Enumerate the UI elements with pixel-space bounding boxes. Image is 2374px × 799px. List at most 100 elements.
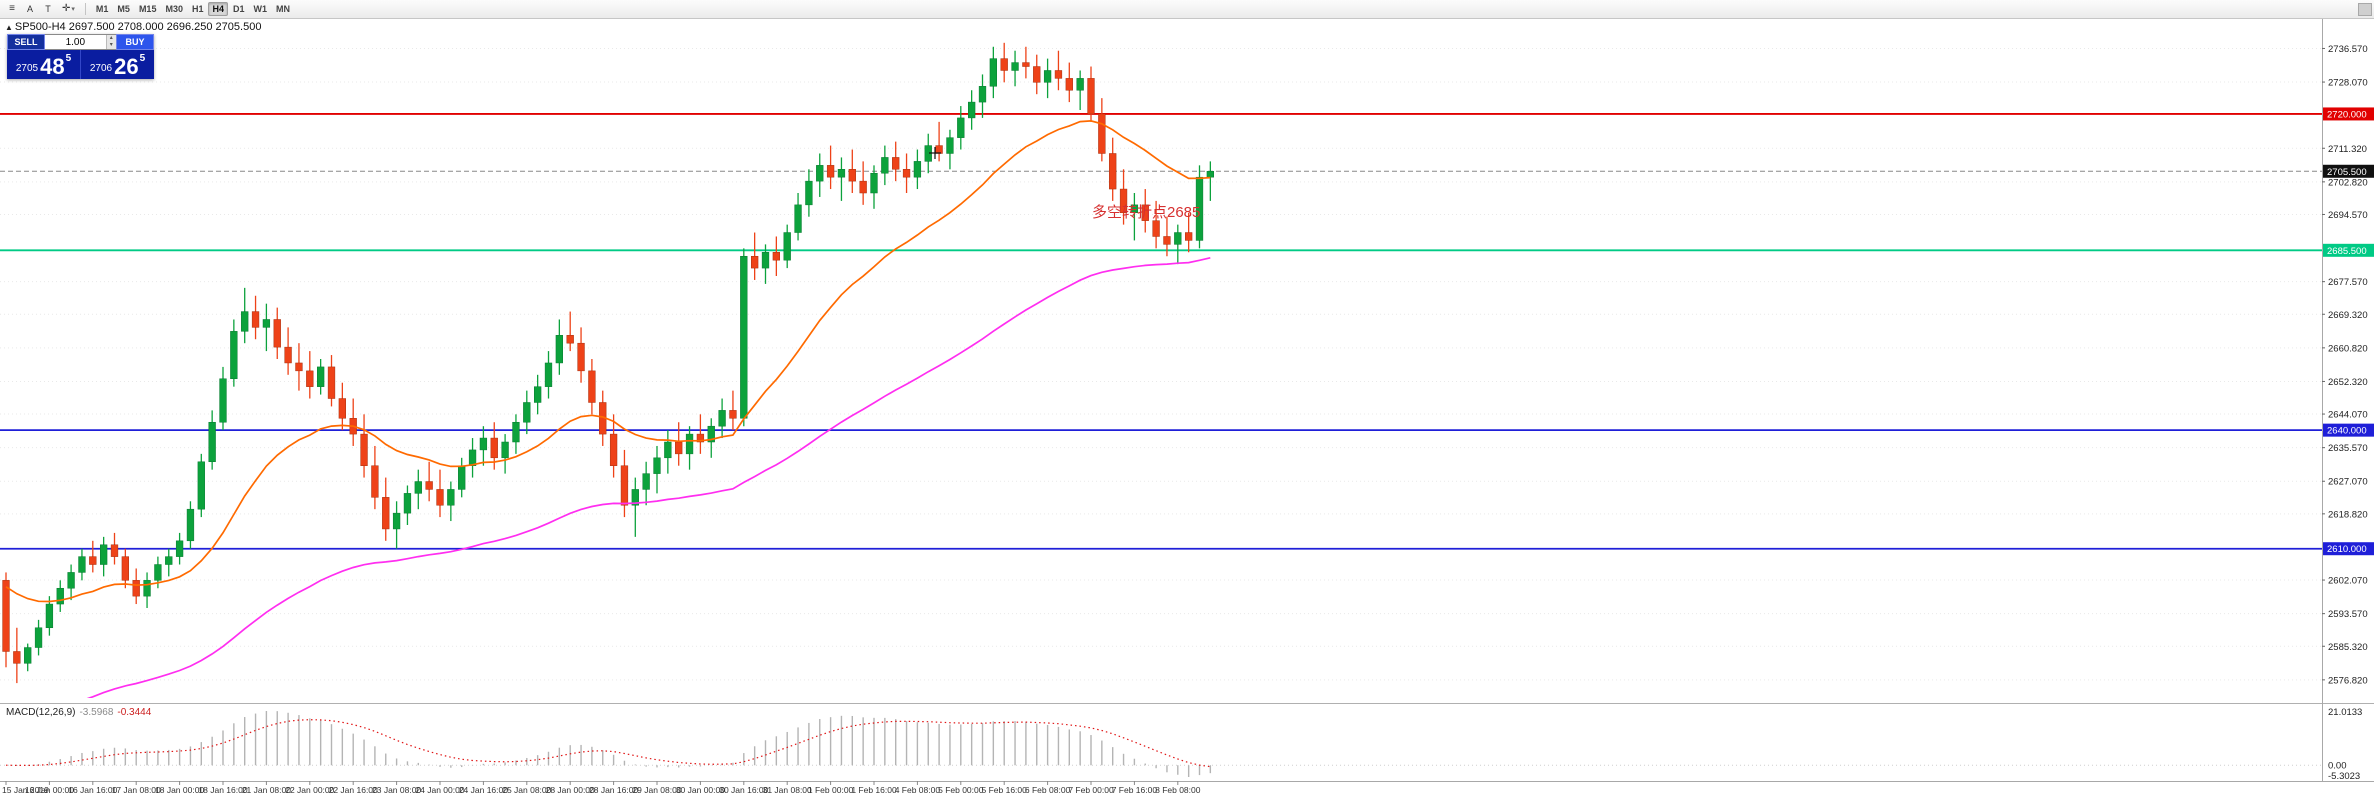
candle-body [425, 481, 433, 490]
time-tick-label: 18 Jan 00:00 [155, 785, 204, 795]
candle-body [1130, 204, 1139, 214]
candle-body [392, 512, 401, 530]
chart-annotation-text: 多空转折点2685 [1092, 204, 1201, 221]
candle-body [67, 572, 75, 589]
candle-body [230, 331, 238, 380]
candle-body [165, 556, 173, 565]
bid-price[interactable]: 2705 48 5 [7, 50, 81, 79]
price-tick-label: 2669.320 [2328, 310, 2368, 321]
time-tick-label: 16 Jan 00:00 [25, 785, 74, 795]
ask-sup-digit: 5 [139, 53, 146, 64]
horizontal-level-lines[interactable] [0, 113, 2322, 550]
candle-body [631, 489, 639, 506]
candle-body [306, 370, 314, 387]
tab-timeframe-h4[interactable]: H4 [208, 2, 228, 16]
volume-increase-button[interactable]: ▴ [109, 35, 113, 41]
text-tool-button[interactable]: T [40, 2, 56, 16]
candle-body [707, 425, 715, 443]
time-tick-label: 1 Feb 00:00 [808, 785, 854, 795]
candle-body [512, 421, 520, 443]
tab-timeframe-m5[interactable]: M5 [113, 2, 134, 16]
price-chart[interactable]: 2736.570 2728.070 2711.320 2702.820 2694.570… [0, 19, 2374, 799]
candle-body [251, 311, 260, 328]
chart-marker-icon: ▲ [5, 23, 13, 32]
candle-body [382, 497, 390, 530]
pointer-tool-button[interactable]: A [22, 2, 38, 16]
candle-body [968, 101, 976, 119]
time-tick-label: 5 Feb 16:00 [982, 785, 1028, 795]
candle-body [56, 587, 64, 605]
price-tick-label: 2602.070 [2328, 576, 2368, 587]
chart-ohlc-header: ▲ SP500-H4 2697.500 2708.000 2696.250 270… [5, 21, 261, 33]
candle-body [262, 319, 271, 328]
buy-button[interactable]: BUY [116, 34, 154, 50]
price-tick-label: 2702.820 [2328, 177, 2368, 188]
chart-area: 2736.570 2728.070 2711.320 2702.820 2694.570… [0, 19, 2374, 799]
macd-indicator-label: MACD(12,26,9) -3.5968 -0.3444 [6, 707, 151, 718]
candle-body [1141, 204, 1149, 221]
candle-body [935, 145, 943, 154]
price-tick-label: 2694.570 [2328, 210, 2368, 221]
sell-button[interactable]: SELL [7, 34, 45, 50]
candle-body [186, 508, 195, 542]
candle-body [826, 165, 835, 178]
tab-timeframe-m15[interactable]: M15 [135, 2, 161, 16]
bid-big-digits: 48 [40, 54, 65, 79]
tab-timeframe-m30[interactable]: M30 [161, 2, 187, 16]
candle-body [1022, 62, 1030, 67]
candle-body [208, 421, 216, 463]
price-badge-label: 2685.500 [2327, 246, 2367, 257]
ask-price[interactable]: 2706 26 5 [81, 50, 154, 79]
time-tick-label: 29 Jan 08:00 [632, 785, 681, 795]
candle-body [1000, 58, 1008, 71]
candle-body [468, 449, 477, 466]
macd-signal-value: -0.3444 [117, 707, 152, 718]
candle-body [1195, 176, 1204, 241]
ohlc-values: 2697.500 2708.000 2696.250 2705.500 [68, 21, 262, 33]
price-tick-label: 2644.070 [2328, 410, 2368, 421]
time-tick-label: 17 Jan 08:00 [112, 785, 161, 795]
tab-timeframe-mn[interactable]: MN [272, 2, 294, 16]
candle-body [132, 580, 140, 597]
candle-body [154, 564, 162, 581]
candle-body [479, 437, 488, 451]
price-tick-label: 2576.820 [2328, 675, 2368, 686]
candle-body [1098, 113, 1106, 154]
crosshair-icon: ✛ [62, 3, 71, 14]
tab-timeframe-m1[interactable]: M1 [92, 2, 113, 16]
candle-body [1054, 70, 1063, 79]
scrollbar-thumb[interactable] [2358, 3, 2372, 16]
trade-prices-row: 2705 48 5 2706 26 5 [7, 50, 154, 79]
candle-body [544, 362, 553, 387]
one-click-trading-panel: SELL ▴ ▾ BUY 2705 48 5 2706 [7, 34, 154, 79]
menu-icon[interactable]: ≡ [4, 2, 20, 16]
ask-prefix: 2706 [89, 63, 113, 74]
time-tick-label: 28 Jan 00:00 [546, 785, 595, 795]
candle-body [1163, 236, 1171, 245]
time-tick-label: 23 Jan 08:00 [372, 785, 421, 795]
tab-timeframe-w1[interactable]: W1 [250, 2, 272, 16]
tab-timeframe-h1[interactable]: H1 [188, 2, 208, 16]
price-gridlines [0, 47, 2322, 681]
volume-input[interactable] [45, 35, 106, 49]
candle-body [772, 252, 781, 261]
candle-body [175, 540, 184, 557]
candle-body [24, 647, 32, 664]
candle-body [523, 402, 531, 423]
candle-body [729, 410, 737, 419]
candle-body [1109, 153, 1117, 190]
price-tick-label: 2728.070 [2328, 78, 2368, 89]
candle-body [1119, 188, 1128, 214]
price-tick-label: 2635.570 [2328, 443, 2368, 454]
moving-average-21 [5, 120, 1211, 603]
price-badge-2685.500 [2323, 243, 2374, 257]
time-tick-label: 15 Jan 2019 [2, 785, 49, 795]
tab-timeframe-d1[interactable]: D1 [229, 2, 249, 16]
candle-body [327, 366, 336, 399]
crosshair-tool-button[interactable]: ✛▾ [58, 2, 79, 16]
candle-body [241, 311, 249, 332]
volume-decrease-button[interactable]: ▾ [109, 42, 113, 48]
price-axis[interactable]: 2736.570 2728.070 2711.320 2702.820 2694.570… [2322, 44, 2374, 686]
